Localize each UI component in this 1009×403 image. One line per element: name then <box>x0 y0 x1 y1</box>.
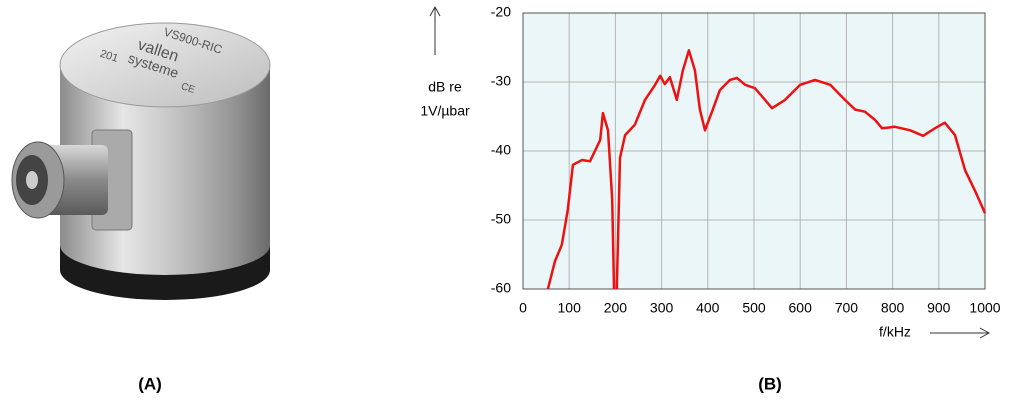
figure: VS900-RICvallensysteme201CE (A) (B) dB r… <box>0 0 1009 403</box>
x-tick-label: 900 <box>927 300 951 316</box>
y-tick-label: -60 <box>491 280 511 296</box>
y-axis-label: dB re <box>428 79 462 95</box>
x-axis-label: f/kHz <box>879 324 911 340</box>
x-tick-label: 800 <box>881 300 905 316</box>
y-axis-label: 1V/µbar <box>420 103 470 119</box>
x-tick-label: 300 <box>650 300 674 316</box>
x-tick-label: 0 <box>519 300 527 316</box>
x-tick-label: 500 <box>742 300 766 316</box>
x-tick-label: 600 <box>789 300 813 316</box>
x-tick-label: 200 <box>604 300 628 316</box>
x-tick-label: 400 <box>696 300 720 316</box>
panel-label: (B) <box>758 374 782 393</box>
x-tick-label: 1000 <box>969 300 1000 316</box>
y-tick-label: -50 <box>491 211 511 227</box>
y-tick-label: -20 <box>491 4 511 20</box>
panel-label: (A) <box>138 374 162 393</box>
x-tick-label: 100 <box>558 300 582 316</box>
x-tick-label: 700 <box>835 300 859 316</box>
y-tick-label: -30 <box>491 73 511 89</box>
y-tick-label: -40 <box>491 142 511 158</box>
